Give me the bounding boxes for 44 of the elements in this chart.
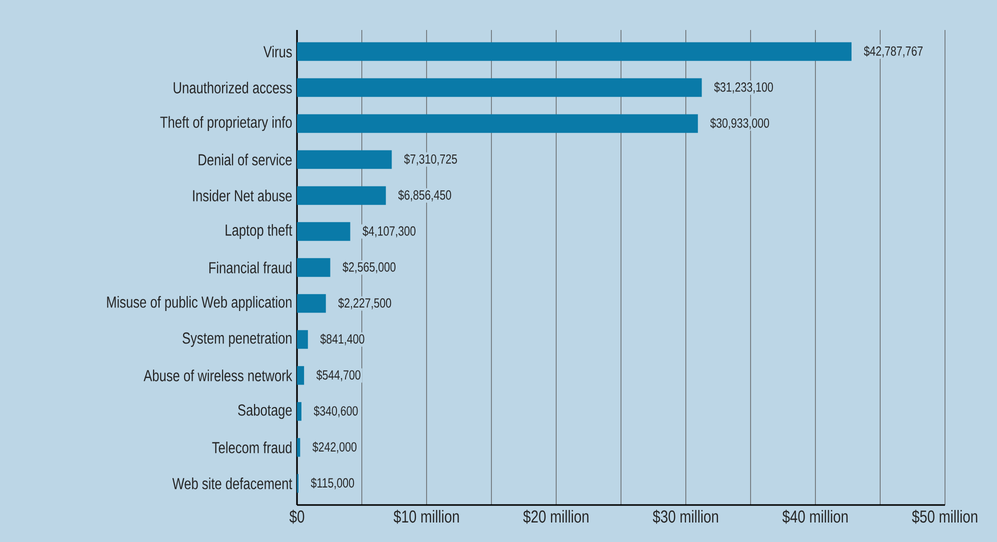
bar <box>297 366 304 385</box>
bar <box>297 258 330 277</box>
data-label: $6,856,450 <box>398 190 452 202</box>
data-label: $115,000 <box>310 478 354 490</box>
x-tick-label: $30 million <box>652 510 718 524</box>
data-label: $841,400 <box>320 334 364 346</box>
data-label: $30,933,000 <box>710 118 770 130</box>
data-label: $42,787,767 <box>864 46 923 58</box>
data-label: $2,565,000 <box>342 262 396 274</box>
data-label: $544,700 <box>316 370 360 382</box>
bar <box>297 42 852 61</box>
bar <box>297 150 392 169</box>
x-tick-label: $0 <box>289 510 304 524</box>
data-label: $2,227,500 <box>338 298 392 310</box>
y-tick-label: Web site defacement <box>172 478 292 490</box>
bar <box>297 222 350 241</box>
x-tick-label: $20 million <box>523 510 588 524</box>
y-tick-label: Virus <box>263 46 292 58</box>
y-tick-label: Denial of service <box>198 154 292 166</box>
bar <box>297 114 698 133</box>
bar <box>297 330 308 349</box>
x-tick-label: $50 million <box>912 510 978 524</box>
y-tick-label: Insider Net abuse <box>193 190 292 202</box>
bar <box>297 186 386 205</box>
bar <box>297 78 702 97</box>
y-tick-label: System penetration <box>182 332 292 347</box>
x-tick-label: $10 million <box>394 510 459 524</box>
bar <box>297 294 326 313</box>
y-tick-label: Abuse of wireless network <box>144 370 292 382</box>
x-tick-label: $40 million <box>782 510 848 524</box>
data-label: $340,600 <box>314 406 358 418</box>
y-tick-label: Unauthorized access <box>174 82 292 94</box>
data-label: $31,233,100 <box>714 82 773 94</box>
y-tick-label: Laptop theft <box>226 224 292 239</box>
data-label: $4,107,300 <box>362 226 416 238</box>
data-label: $7,310,725 <box>404 154 457 166</box>
bar <box>297 402 302 421</box>
y-tick-label: Telecom fraud <box>212 442 292 454</box>
data-label: $242,000 <box>312 442 356 454</box>
y-tick-label: Theft of proprietary info <box>160 116 292 132</box>
y-tick-label: Misuse of public Web application <box>107 296 292 311</box>
y-tick-label: Sabotage <box>238 404 292 419</box>
bar <box>297 438 300 457</box>
y-tick-label: Financial fraud <box>209 262 292 274</box>
